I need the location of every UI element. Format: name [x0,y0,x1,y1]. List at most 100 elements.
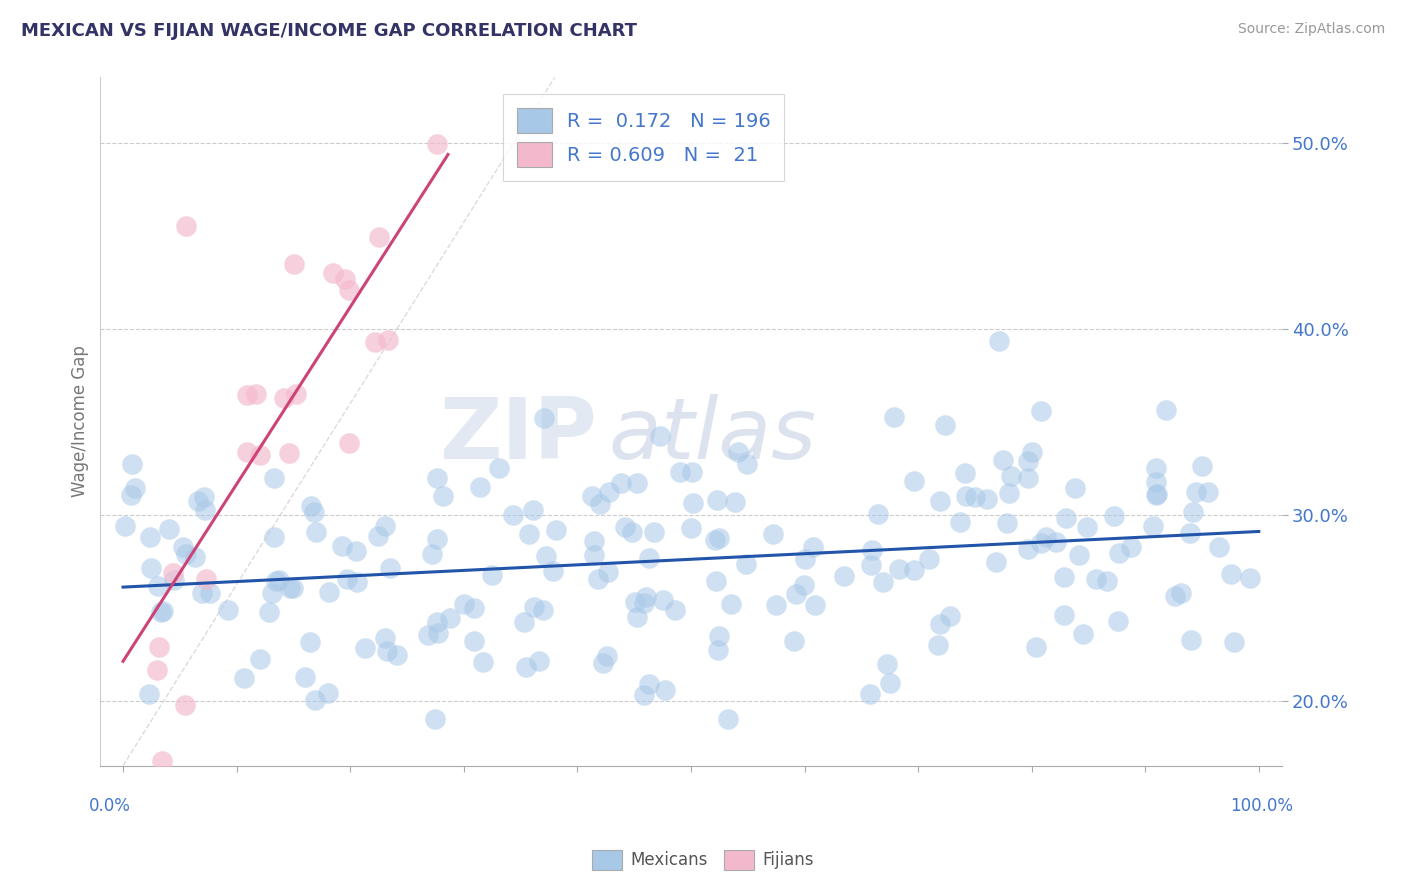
Point [316,686,339,700]
Point [517,526,540,541]
Point [364,334,387,349]
Point [114,519,136,533]
Point [1223,635,1246,649]
Point [638,550,661,565]
Point [1085,572,1108,586]
Point [236,444,259,458]
Point [367,529,389,543]
Point [883,409,905,424]
Point [626,610,648,624]
Point [257,605,280,619]
Point [284,387,307,401]
Point [322,266,344,280]
Point [737,457,759,471]
Point [1107,614,1129,628]
Point [190,586,212,600]
Point [513,615,536,629]
Point [720,597,742,611]
Point [664,603,686,617]
Legend: Mexicans, Fijians: Mexicans, Fijians [585,843,821,877]
Point [860,543,883,558]
Point [146,579,169,593]
Point [374,631,396,645]
Point [1164,589,1187,603]
Text: MEXICAN VS FIJIAN WAGE/INCOME GAP CORRELATION CHART: MEXICAN VS FIJIAN WAGE/INCOME GAP CORREL… [21,22,637,40]
Point [929,616,952,631]
Point [707,531,730,545]
Point [534,549,557,563]
Point [299,499,322,513]
Point [150,754,173,768]
Point [626,476,648,491]
Point [832,569,855,583]
Point [378,561,401,575]
Point [318,585,340,599]
Point [762,527,785,541]
Point [879,675,901,690]
Point [589,497,612,511]
Point [387,648,409,663]
Point [120,488,142,502]
Point [423,712,446,726]
Point [1239,571,1261,585]
Point [121,457,143,471]
Point [633,596,655,610]
Point [354,640,377,655]
Point [782,634,804,648]
Point [638,677,661,691]
Point [267,573,290,587]
Point [523,600,546,615]
Point [596,565,619,579]
Point [336,573,359,587]
Point [887,562,910,576]
Point [703,533,725,547]
Point [991,453,1014,467]
Point [249,448,271,462]
Legend: R =  0.172   N = 196, R = 0.609   N =  21: R = 0.172 N = 196, R = 0.609 N = 21 [503,94,785,181]
Point [727,445,749,459]
Point [785,587,807,601]
Point [995,516,1018,530]
Point [929,494,952,508]
Point [426,615,449,629]
Point [583,548,606,562]
Point [184,549,207,564]
Point [294,670,316,684]
Point [426,136,449,151]
Point [1119,540,1142,554]
Point [876,657,898,672]
Y-axis label: Wage/Income Gap: Wage/Income Gap [72,345,89,498]
Point [426,471,449,485]
Point [621,524,644,539]
Point [527,654,550,668]
Point [1053,570,1076,584]
Point [273,392,295,406]
Point [1197,484,1219,499]
Point [1142,518,1164,533]
Point [1144,488,1167,502]
Point [233,671,256,685]
Point [706,493,728,508]
Point [596,649,619,664]
Point [195,573,218,587]
Point [724,494,747,508]
Point [613,520,636,534]
Point [1095,574,1118,589]
Point [148,640,170,655]
Point [481,568,503,582]
Point [173,698,195,712]
Point [918,551,941,566]
Point [174,547,197,561]
Point [157,522,180,536]
Text: 0.0%: 0.0% [89,797,131,814]
Point [706,642,728,657]
Point [245,386,267,401]
Point [368,230,391,244]
Point [426,533,449,547]
Point [463,633,485,648]
Point [432,489,454,503]
Point [801,541,824,555]
Point [624,594,647,608]
Point [281,581,304,595]
Point [735,557,758,571]
